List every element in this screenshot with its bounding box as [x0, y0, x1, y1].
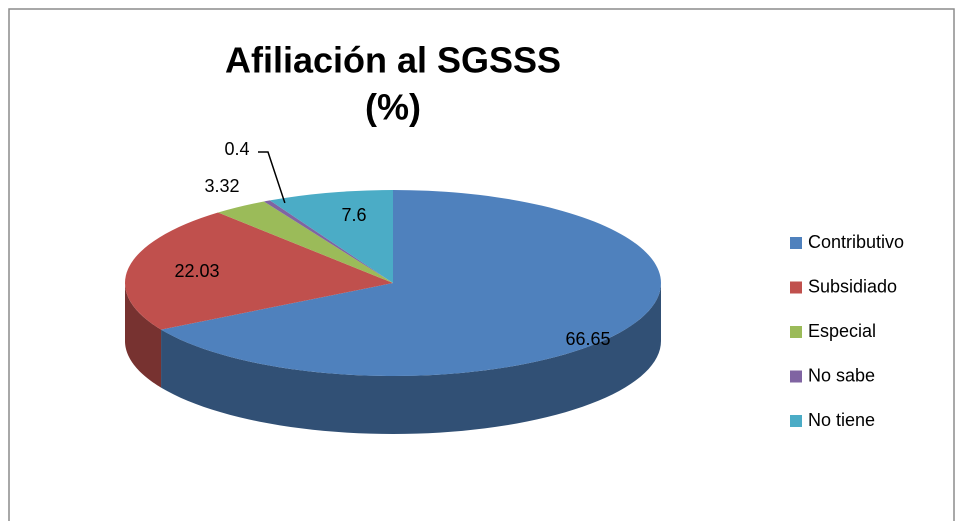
- slice: [218, 201, 393, 283]
- legend-swatch: [790, 281, 802, 294]
- data-label: 3.32: [204, 176, 239, 196]
- slice: [124, 212, 394, 330]
- data-label: 66.65: [565, 329, 610, 349]
- slice-side: [125, 283, 162, 388]
- data-label: 0.4: [224, 139, 249, 159]
- chart-title: Afiliación al SGSSS: [225, 40, 561, 81]
- slice-side: [161, 283, 661, 434]
- slice: [263, 200, 393, 283]
- legend-swatch: [790, 415, 802, 427]
- leader-line: [258, 151, 286, 204]
- slice: [161, 190, 661, 377]
- data-label: 22.03: [174, 261, 219, 281]
- legend-label: Especial: [808, 321, 876, 341]
- legend-swatch: [790, 237, 802, 249]
- legend-label: No sabe: [808, 365, 875, 385]
- chart-title: (%): [365, 87, 421, 128]
- legend-label: Subsidiado: [808, 276, 897, 296]
- legend-swatch: [790, 326, 802, 338]
- data-label: 7.6: [341, 205, 366, 225]
- legend-swatch: [790, 370, 802, 383]
- legend-label: Contributivo: [808, 232, 904, 252]
- legend-label: No tiene: [808, 410, 875, 430]
- slice: [269, 190, 393, 283]
